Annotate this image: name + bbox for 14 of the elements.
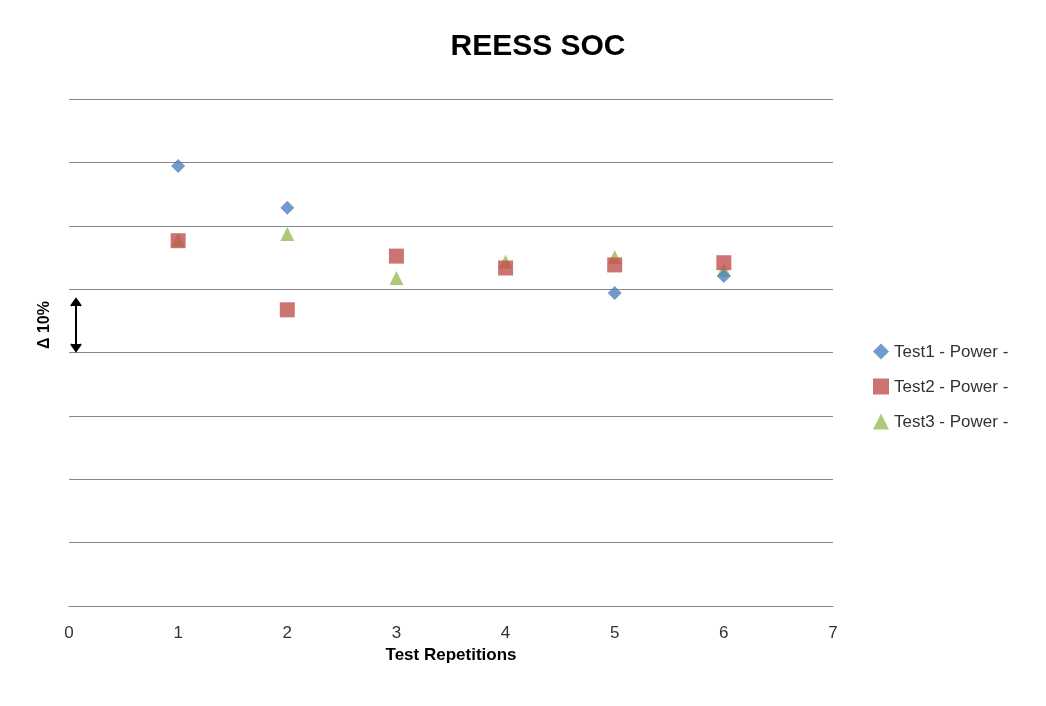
x-tick-label: 5 xyxy=(609,623,620,642)
legend-label: Test3 - Power - xyxy=(894,412,1009,431)
x-tick-label: 0 xyxy=(64,623,74,642)
x-tick-label: 1 xyxy=(173,623,183,642)
x-tick-label: 7 xyxy=(828,623,838,642)
x-tick-label: 3 xyxy=(391,623,402,642)
x-tick-label: 6 xyxy=(719,623,729,642)
x-axis-title: Test Repetitions xyxy=(385,644,517,664)
text: Δ 10% xyxy=(34,301,53,349)
x-tick-label: 4 xyxy=(500,623,511,642)
chart-title: REESS SOC xyxy=(450,27,626,61)
x-tick-label: 2 xyxy=(282,623,293,642)
legend-label: Test1 - Power - xyxy=(894,342,1009,361)
legend-label: Test2 - Power - xyxy=(894,377,1009,396)
